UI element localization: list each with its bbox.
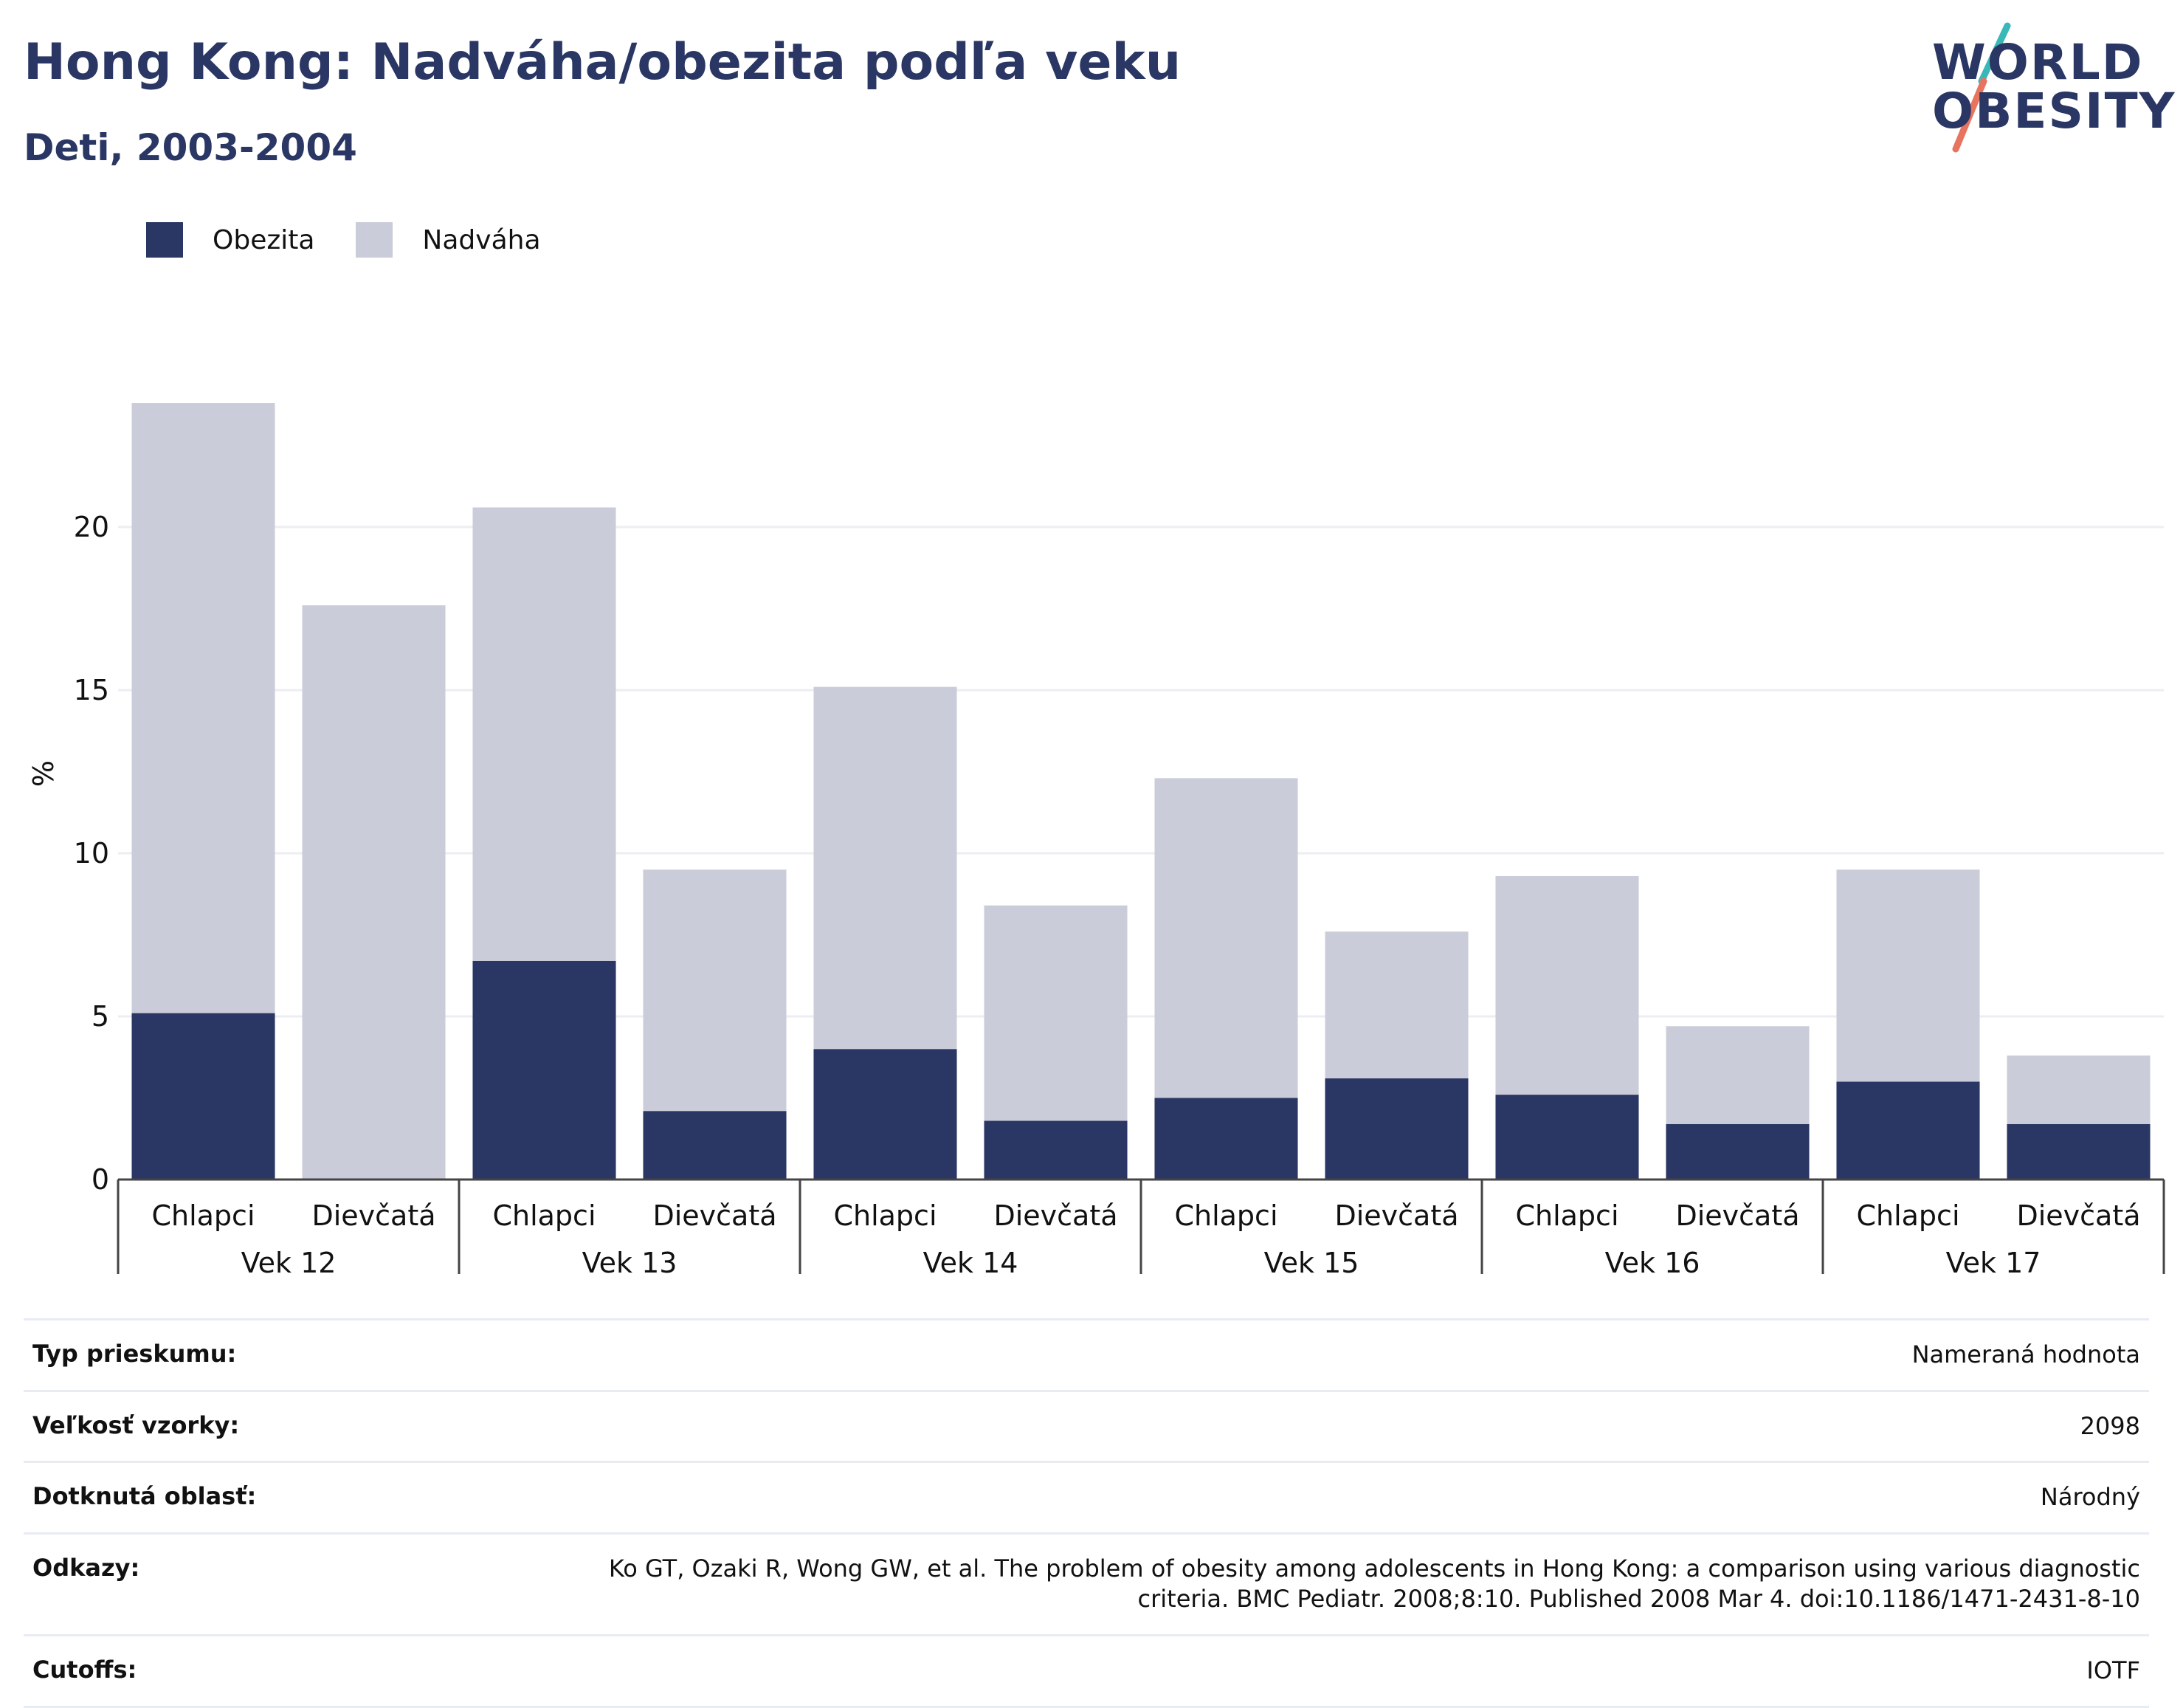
bar-overweight xyxy=(131,403,275,1013)
legend-label-obesity: Obezita xyxy=(213,224,315,255)
bar-obesity xyxy=(813,1049,957,1180)
info-key: Odkazy: xyxy=(32,1553,140,1582)
legend-swatch-overweight xyxy=(356,222,393,258)
legend-swatch-obesity xyxy=(146,222,183,258)
bar-obesity xyxy=(1666,1123,1810,1180)
bar-obesity xyxy=(1836,1081,1980,1180)
bar-overweight xyxy=(643,870,787,1112)
logo-word-obesity: OBESITY xyxy=(1932,83,2176,140)
x-tick-label-sex: Chlapci xyxy=(1515,1199,1618,1232)
bar-obesity xyxy=(1154,1098,1298,1180)
x-tick-label-sex: Chlapci xyxy=(492,1199,596,1232)
x-group-label: Vek 17 xyxy=(1946,1247,2041,1279)
bar-overweight xyxy=(1495,875,1639,1095)
info-key: Cutoffs: xyxy=(32,1655,137,1684)
x-group-label: Vek 16 xyxy=(1605,1247,1700,1279)
logo-slash-icon xyxy=(1952,22,2011,153)
x-tick-label-sex: Dievčatá xyxy=(993,1199,1117,1232)
info-value: Ko GT, Ozaki R, Wong GW, et al. The prob… xyxy=(484,1533,2149,1635)
x-tick-label-sex: Dievčatá xyxy=(2016,1199,2140,1232)
legend-item-obesity[interactable]: Obezita xyxy=(146,222,314,258)
bar-overweight xyxy=(984,905,1128,1121)
bar-overweight xyxy=(302,605,446,1180)
info-value: Národný xyxy=(2040,1483,2140,1512)
x-group-label: Vek 15 xyxy=(1264,1247,1359,1279)
world-obesity-logo: WORLD OBESITY xyxy=(1926,22,2174,155)
bar-overweight xyxy=(813,686,957,1050)
info-value: Nameraná hodnota xyxy=(1911,1340,2140,1368)
bar-overweight xyxy=(472,507,616,961)
bar-obesity xyxy=(472,960,616,1180)
bar-obesity xyxy=(2007,1123,2151,1180)
x-tick-label-sex: Chlapci xyxy=(1856,1199,1959,1232)
x-tick-label-sex: Chlapci xyxy=(833,1199,937,1232)
bar-overweight xyxy=(1836,870,1980,1082)
y-tick-label: 10 xyxy=(74,837,109,870)
x-tick-label-sex: Dievčatá xyxy=(1334,1199,1458,1232)
bar-overweight xyxy=(1325,932,1469,1078)
info-key: Veľkosť vzorky: xyxy=(32,1411,240,1439)
y-tick-label: 5 xyxy=(92,1000,109,1033)
y-axis-title: % xyxy=(27,760,60,787)
bar-obesity xyxy=(1495,1095,1639,1180)
chart-title: Hong Kong: Nadváha/obezita podľa veku xyxy=(24,33,1182,92)
reference-line-2: criteria. BMC Pediatr. 2008;8:10. Publis… xyxy=(1137,1585,2141,1614)
x-group-label: Vek 12 xyxy=(241,1247,337,1279)
bar-obesity xyxy=(131,1013,275,1180)
info-row-area: Dotknutá oblasť: Národný xyxy=(24,1461,2149,1534)
bar-overweight xyxy=(1666,1026,1810,1124)
info-key: Dotknutá oblasť: xyxy=(32,1482,257,1511)
stacked-bar-chart: 0 5 10 15 20% Chlapci Dievčatá Chlapci Dievčatá C… xyxy=(27,403,2165,1279)
bar-obesity xyxy=(1325,1078,1469,1180)
logo-word-world: WORLD xyxy=(1932,34,2144,91)
y-tick-label: 0 xyxy=(92,1163,109,1196)
chart-subtitle: Deti, 2003-2004 xyxy=(24,126,357,169)
x-tick-label-sex: Chlapci xyxy=(1174,1199,1277,1232)
survey-info-table: Typ prieskumu: Nameraná hodnota Veľkosť … xyxy=(24,1318,2149,1708)
reference-line-1: Ko GT, Ozaki R, Wong GW, et al. The prob… xyxy=(608,1554,2140,1583)
y-tick-label: 15 xyxy=(74,674,109,706)
x-group-label: Vek 13 xyxy=(582,1247,677,1279)
info-row-sample-size: Veľkosť vzorky: 2098 xyxy=(24,1391,2149,1462)
info-row-cutoffs: Cutoffs: IOTF xyxy=(24,1635,2149,1707)
info-row-references: Odkazy: Ko GT, Ozaki R, Wong GW, et al. … xyxy=(24,1533,2149,1635)
info-row-survey-type: Typ prieskumu: Nameraná hodnota xyxy=(24,1319,2149,1391)
x-tick-label-sex: Chlapci xyxy=(151,1199,255,1232)
y-tick-label: 20 xyxy=(74,511,109,543)
x-tick-label-sex: Dievčatá xyxy=(1675,1199,1799,1232)
info-key: Typ prieskumu: xyxy=(32,1340,237,1368)
info-value: 2098 xyxy=(2080,1411,2140,1440)
x-group-label: Vek 14 xyxy=(923,1247,1018,1279)
bar-obesity xyxy=(643,1111,787,1180)
x-tick-label-sex: Dievčatá xyxy=(311,1199,435,1232)
bar-obesity xyxy=(984,1120,1128,1180)
bar-overweight xyxy=(1154,778,1298,1098)
info-value: IOTF xyxy=(2086,1656,2140,1684)
chart-legend: Obezita Nadváha xyxy=(146,221,582,258)
legend-label-overweight: Nadváha xyxy=(422,224,541,255)
legend-item-overweight[interactable]: Nadváha xyxy=(356,222,541,258)
x-tick-label-sex: Dievčatá xyxy=(652,1199,776,1232)
bar-overweight xyxy=(2007,1056,2151,1124)
